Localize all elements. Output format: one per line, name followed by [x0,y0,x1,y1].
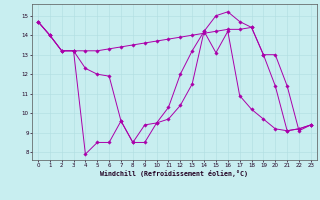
X-axis label: Windchill (Refroidissement éolien,°C): Windchill (Refroidissement éolien,°C) [100,170,248,177]
